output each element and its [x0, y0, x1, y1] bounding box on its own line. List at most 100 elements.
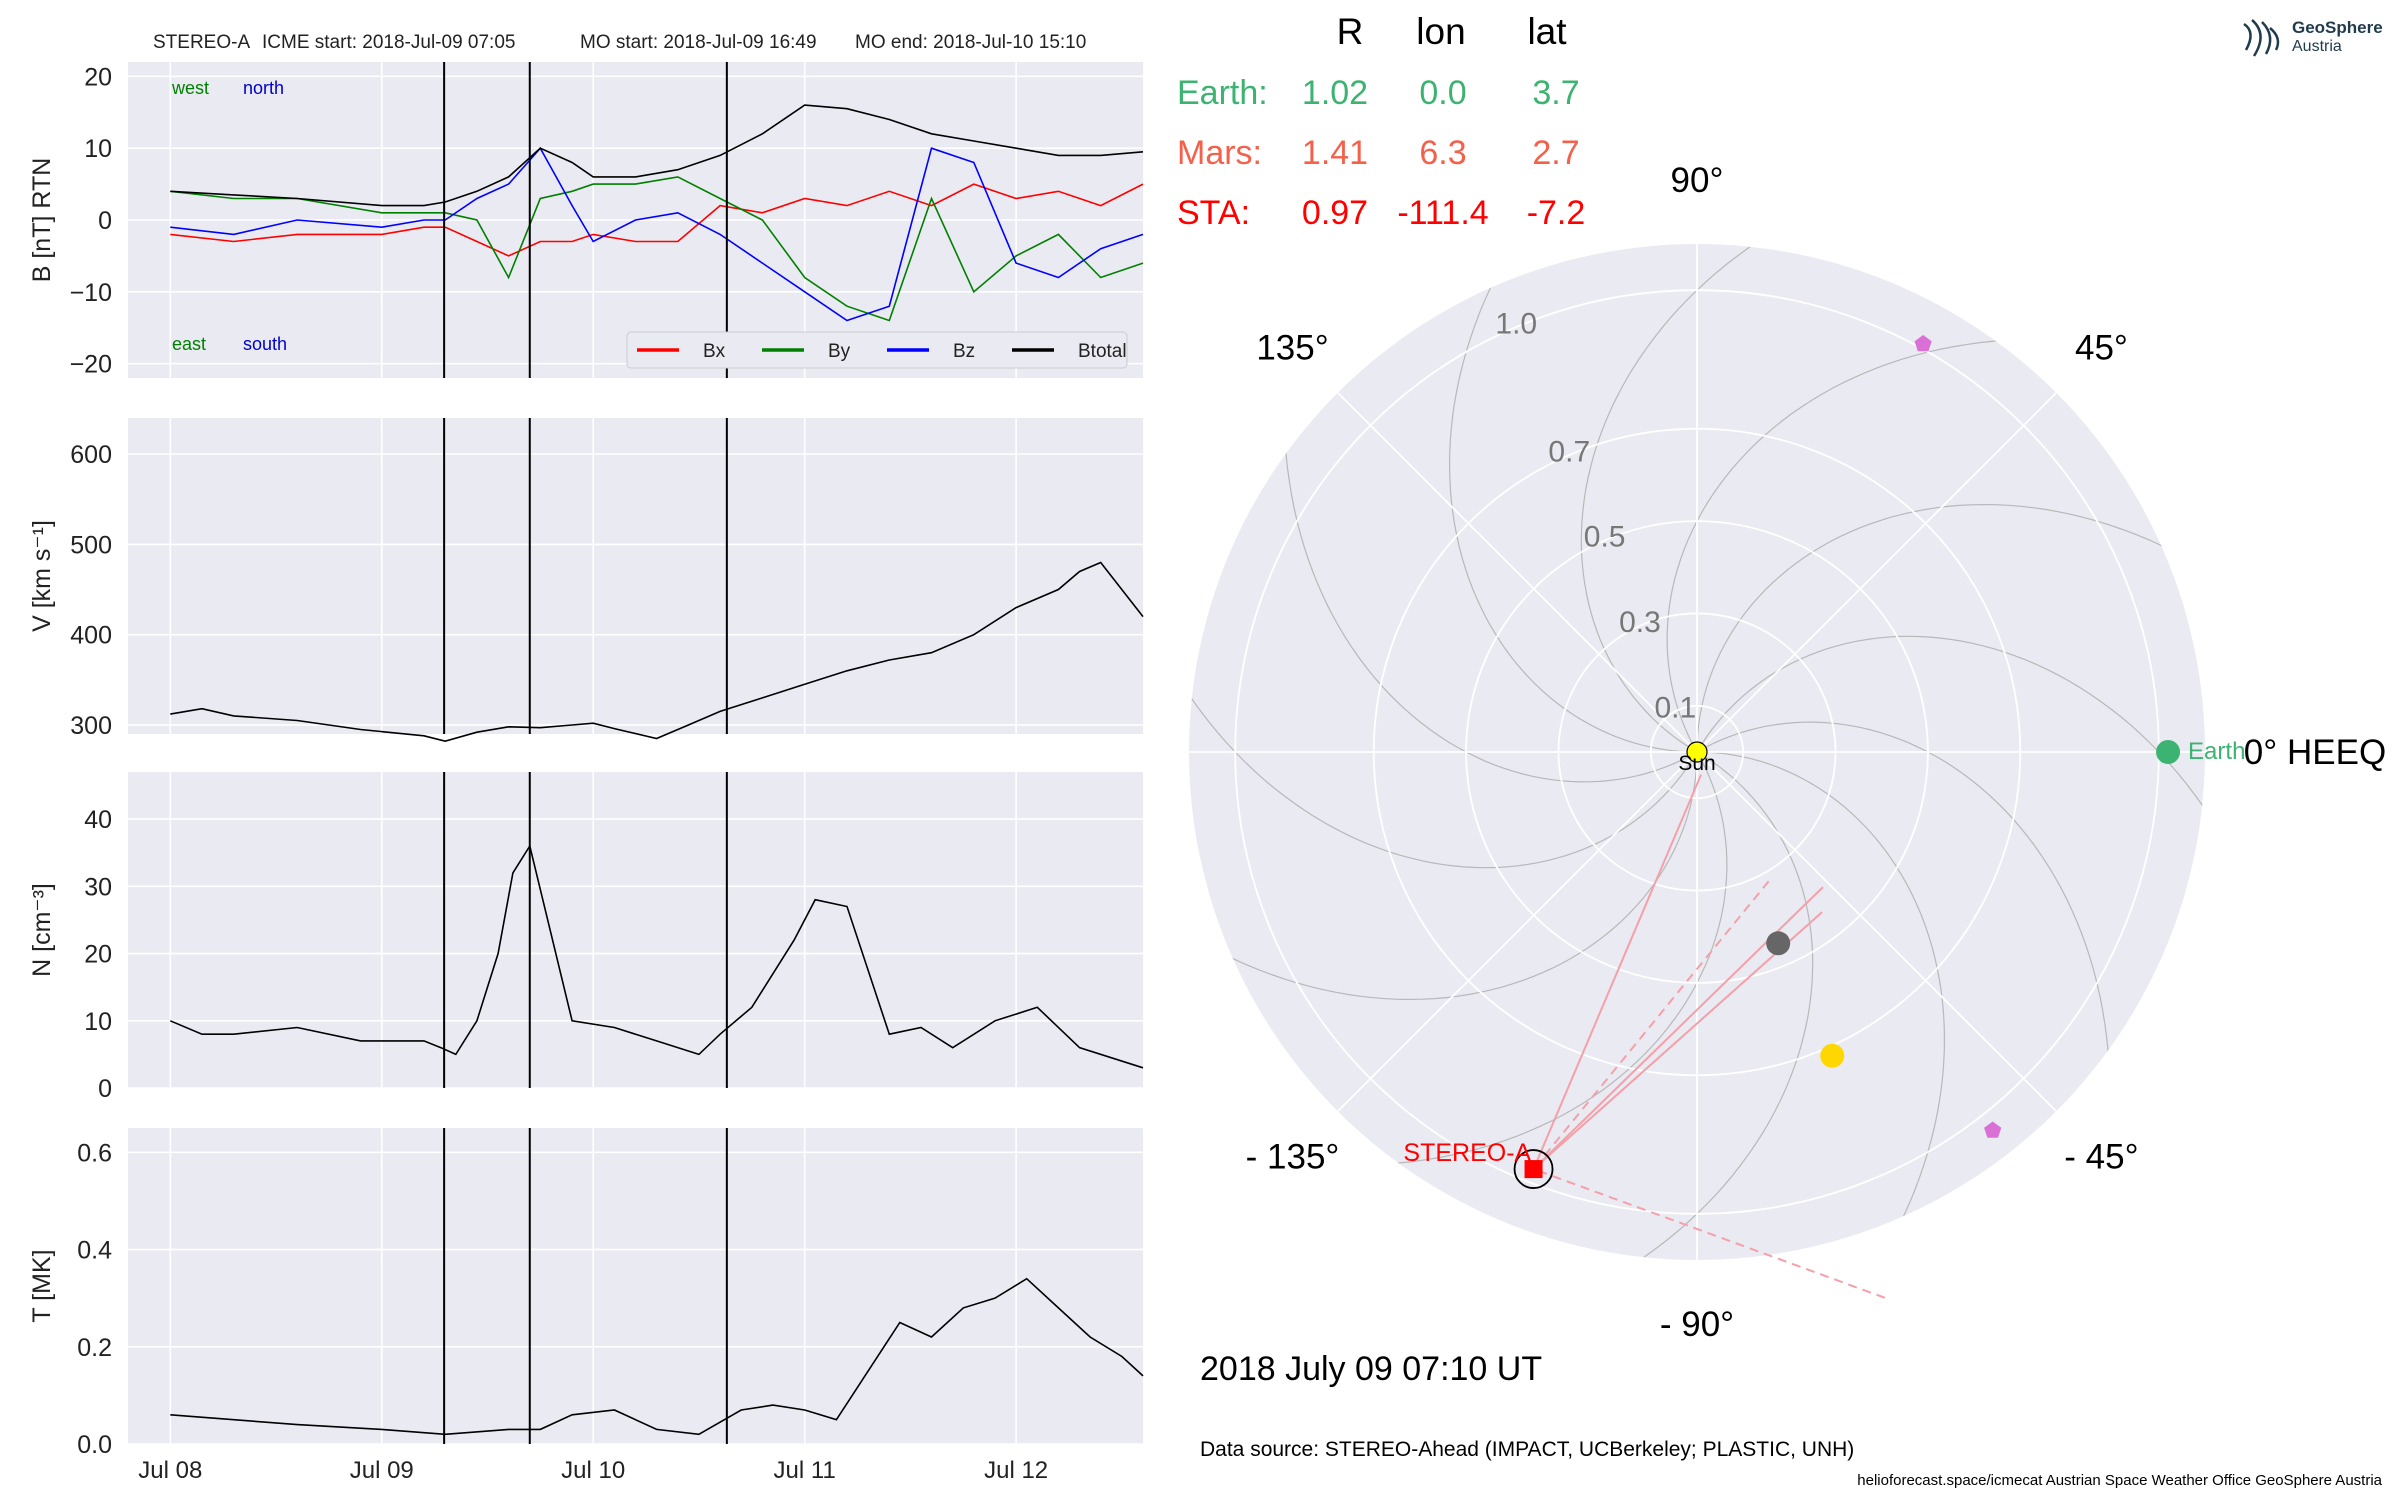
radius-gridcircle — [1649, 704, 1745, 800]
angle-label: - 90° — [1660, 1305, 1734, 1344]
panel-background — [128, 1128, 1143, 1444]
table-cell-lat: 2.7 — [1532, 134, 1579, 172]
table-cell-r: 1.02 — [1302, 74, 1368, 112]
footer-credits: helioforecast.space/icmecat Austrian Spa… — [1857, 1472, 2382, 1489]
table-cell-lat: -7.2 — [1527, 194, 1586, 232]
timestamp: 2018 July 09 07:10 UT — [1200, 1350, 1542, 1388]
y-tick-label: 0 — [98, 207, 112, 235]
legend-label-by: By — [828, 341, 851, 362]
table-cell-r: 1.41 — [1302, 134, 1368, 172]
y-tick-label: 40 — [84, 806, 112, 834]
y-tick-label: 0.0 — [77, 1431, 112, 1459]
sta-fov-line — [1532, 880, 1770, 1170]
data-source: Data source: STEREO-Ahead (IMPACT, UCBer… — [1200, 1438, 1854, 1461]
table-cell-lon: -111.4 — [1397, 194, 1488, 232]
radius-gridcircle — [1557, 612, 1837, 892]
angle-label: - 135° — [1246, 1137, 1340, 1176]
radius-gridcircle — [1465, 520, 1929, 984]
y-tick-label: 500 — [70, 531, 112, 559]
header-icme-start: ICME start: 2018-Jul-09 07:05 — [262, 32, 515, 53]
y-tick-label: 10 — [84, 1008, 112, 1036]
angle-label: - 45° — [2064, 1137, 2138, 1176]
radius-label: 1.0 — [1495, 307, 1537, 340]
table-header-r: R — [1337, 11, 1364, 52]
radius-label: 0.1 — [1654, 691, 1696, 724]
label-east: east — [172, 334, 206, 354]
legend-label-bx: Bx — [703, 341, 726, 362]
table-cell-lon: 0.0 — [1419, 74, 1466, 112]
logo-text-line2: Austria — [2292, 38, 2342, 55]
sun-label: Sun — [1678, 752, 1715, 775]
table-row-name: STA: — [1177, 194, 1250, 232]
legend: Bx By Bz Btotal — [626, 331, 1128, 369]
angle-gridline — [1337, 751, 1698, 1112]
sta-marker — [1524, 1160, 1543, 1179]
table-cell-lon: 6.3 — [1419, 134, 1466, 172]
radius-gridcircle — [1372, 427, 2022, 1077]
y-axis-label: T [MK] — [28, 1249, 56, 1322]
series-line-bx — [170, 183, 1144, 257]
probe-magenta-lower-marker — [1984, 1121, 2002, 1138]
time-series-figure: STEREO-A ICME start: 2018-Jul-09 07:05 M… — [28, 32, 1144, 1484]
geosphere-logo: GeoSphere Austria — [2236, 14, 2386, 62]
panel-4: 0.6 0.4 0.2 0.0 T [MK] — [28, 1128, 1144, 1459]
x-tick-label: Jul 10 — [561, 1457, 625, 1484]
y-tick-label: 600 — [70, 441, 112, 469]
sta-fov-line — [1532, 911, 1823, 1170]
series-line-n — [169, 843, 1144, 1069]
table-header-lat: lat — [1527, 11, 1567, 52]
sta-fov-line — [1532, 774, 1702, 1170]
y-tick-label: −20 — [70, 351, 112, 379]
angle-gridline — [1337, 392, 1698, 753]
angle-label: 45° — [2075, 329, 2128, 368]
angle-label: 135° — [1256, 329, 1328, 368]
y-tick-label: 0.6 — [77, 1139, 112, 1167]
table-cell-lat: 3.7 — [1532, 74, 1579, 112]
x-tick-label: Jul 08 — [138, 1457, 202, 1484]
table-header-lon: lon — [1416, 11, 1465, 52]
y-tick-label: 30 — [84, 873, 112, 901]
y-tick-label: 10 — [84, 135, 112, 163]
sun-marker — [1686, 741, 1708, 763]
y-tick-label: 0.2 — [77, 1334, 112, 1362]
series-line-bz — [170, 146, 1144, 322]
y-tick-label: 300 — [70, 712, 112, 740]
series-line-v — [170, 561, 1144, 743]
header-spacecraft: STEREO-A — [153, 32, 250, 53]
panel-1: 20 10 0 −10 −20 B [nT] RTN west north east south B… — [28, 62, 1144, 379]
sta-label-suffix: A — [1515, 1139, 1532, 1167]
planet-yellow-marker — [1820, 1043, 1845, 1068]
earth-label: Earth — [2188, 738, 2245, 765]
angle-label: 90° — [1671, 161, 1724, 200]
y-axis-label: B [nT] RTN — [28, 158, 56, 283]
header-mo-start: MO start: 2018-Jul-09 16:49 — [580, 32, 817, 53]
y-tick-label: 400 — [70, 622, 112, 650]
header-mo-end: MO end: 2018-Jul-10 15:10 — [855, 32, 1086, 53]
radius-label: 0.7 — [1548, 435, 1590, 468]
angle-gridline — [1696, 392, 2057, 753]
sta-ring — [1513, 1149, 1554, 1189]
legend-label-bz: Bz — [953, 341, 975, 362]
legend-label-btotal: Btotal — [1078, 341, 1127, 362]
legend-box — [626, 331, 1128, 369]
y-tick-label: −10 — [70, 279, 112, 307]
y-tick-label: 20 — [84, 941, 112, 969]
y-tick-label: 20 — [84, 63, 112, 91]
label-west: west — [171, 78, 209, 98]
radius-label: 0.5 — [1584, 521, 1626, 554]
panel-background — [128, 418, 1143, 734]
y-axis-label: V [km s⁻¹] — [28, 520, 56, 632]
panel-2: 600 500 400 300 V [km s⁻¹] — [28, 418, 1144, 743]
y-axis-label: N [cm⁻³] — [28, 883, 56, 977]
logo-swirl-icon — [2243, 19, 2280, 57]
radius-label: 0.3 — [1619, 606, 1661, 639]
sta-label: STEREO- — [1403, 1139, 1514, 1167]
planet-grey-marker — [1766, 931, 1791, 956]
x-tick-label: Jul 09 — [350, 1457, 414, 1484]
panel-3: 40 30 20 10 0 N [cm⁻³] — [28, 772, 1144, 1103]
earth-marker — [2156, 740, 2181, 764]
logo-text-line1: GeoSphere — [2292, 18, 2383, 37]
series-line-btotal — [170, 104, 1144, 207]
angle-gridline — [1696, 751, 2057, 1112]
